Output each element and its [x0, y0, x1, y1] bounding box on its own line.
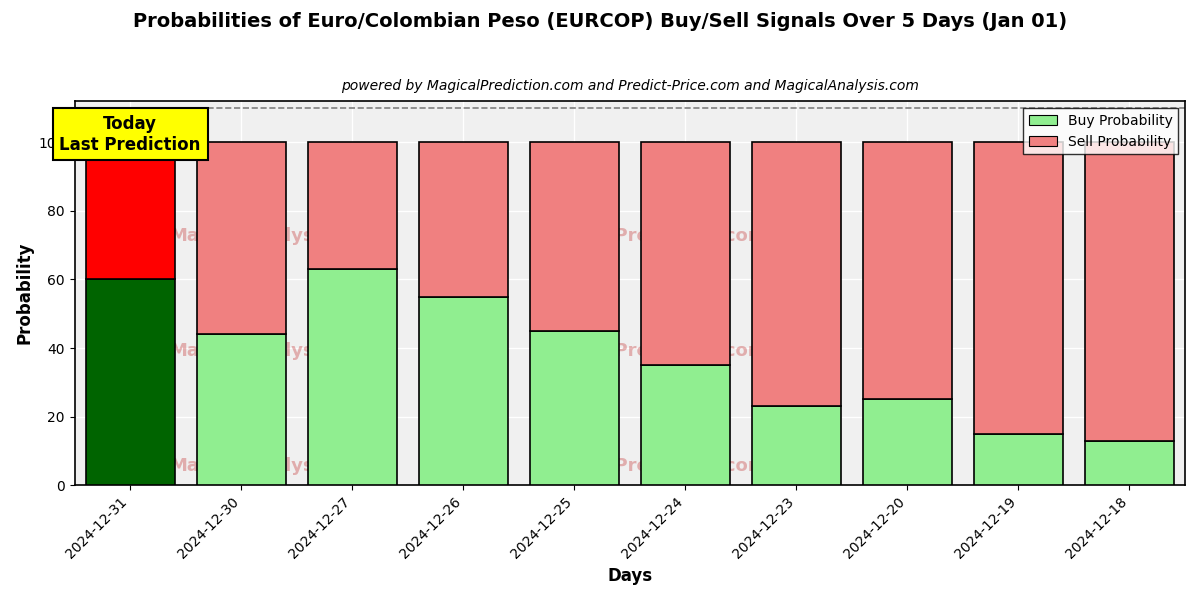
Bar — [974, 142, 1063, 434]
Bar — [197, 334, 286, 485]
Bar — [419, 142, 508, 296]
Bar — [419, 296, 508, 485]
Bar — [752, 406, 841, 485]
Bar — [1085, 440, 1174, 485]
Bar — [308, 142, 397, 269]
Text: MagicalAnalysis.com: MagicalAnalysis.com — [169, 457, 379, 475]
Bar — [641, 365, 730, 485]
Bar — [1085, 142, 1174, 440]
Bar — [85, 280, 174, 485]
Bar — [641, 142, 730, 365]
Text: MagicalAnalysis.com: MagicalAnalysis.com — [169, 342, 379, 360]
Bar — [530, 142, 619, 331]
Bar — [85, 142, 174, 280]
Legend: Buy Probability, Sell Probability: Buy Probability, Sell Probability — [1024, 108, 1178, 154]
Bar — [863, 400, 952, 485]
Bar — [530, 331, 619, 485]
Text: Today
Last Prediction: Today Last Prediction — [60, 115, 200, 154]
Bar — [752, 142, 841, 406]
Bar — [197, 142, 286, 334]
Text: MagicalPrediction.com: MagicalPrediction.com — [538, 457, 767, 475]
Bar — [974, 434, 1063, 485]
Text: MagicalPrediction.com: MagicalPrediction.com — [538, 227, 767, 245]
Text: Probabilities of Euro/Colombian Peso (EURCOP) Buy/Sell Signals Over 5 Days (Jan : Probabilities of Euro/Colombian Peso (EU… — [133, 12, 1067, 31]
Bar — [308, 269, 397, 485]
X-axis label: Days: Days — [607, 567, 653, 585]
Text: MagicalPrediction.com: MagicalPrediction.com — [538, 342, 767, 360]
Title: powered by MagicalPrediction.com and Predict-Price.com and MagicalAnalysis.com: powered by MagicalPrediction.com and Pre… — [341, 79, 919, 93]
Y-axis label: Probability: Probability — [16, 242, 34, 344]
Text: MagicalAnalysis.com: MagicalAnalysis.com — [169, 227, 379, 245]
Bar — [863, 142, 952, 400]
